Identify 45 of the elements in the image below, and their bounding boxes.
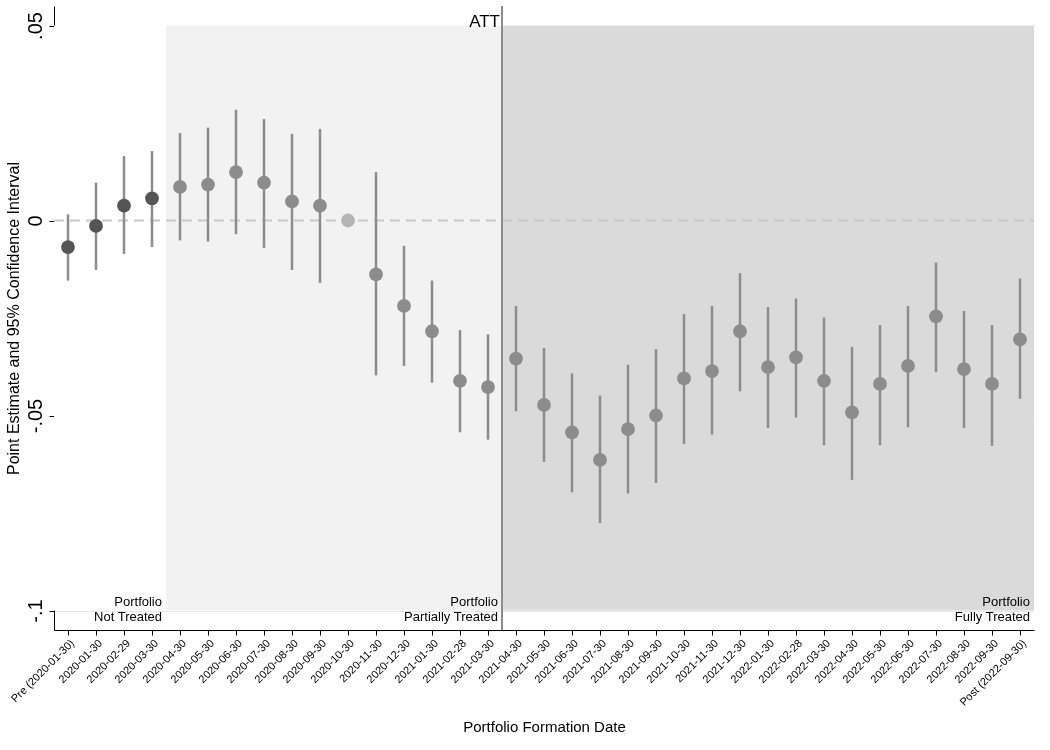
point xyxy=(173,180,187,194)
point xyxy=(565,425,579,440)
point xyxy=(369,267,383,282)
point xyxy=(733,324,747,339)
point xyxy=(901,359,915,373)
point xyxy=(677,371,691,386)
y-tick-label: 0 xyxy=(23,215,46,227)
band-label: Portfolio Fully Treated xyxy=(954,593,1030,624)
point xyxy=(453,373,467,388)
point xyxy=(481,380,495,394)
point xyxy=(985,377,999,391)
band-label: Portfolio Partially Treated xyxy=(404,593,498,624)
point xyxy=(705,364,719,378)
point xyxy=(89,219,103,233)
y-tick-label: -.1 xyxy=(23,599,46,623)
point xyxy=(397,299,411,313)
point xyxy=(873,377,887,391)
ref-line-label: ATT xyxy=(469,12,500,31)
point xyxy=(761,360,775,375)
point xyxy=(929,309,943,324)
point xyxy=(61,240,75,254)
point xyxy=(229,165,243,180)
y-axis-title: Point Estimate and 95% Confidence Interval xyxy=(4,161,22,476)
point xyxy=(1013,332,1027,347)
point xyxy=(817,373,831,388)
x-axis-title: Portfolio Formation Date xyxy=(463,717,626,735)
point xyxy=(593,453,607,467)
band-label: Portfolio Not Treated xyxy=(94,593,162,624)
point xyxy=(845,405,859,420)
point xyxy=(957,362,971,376)
point xyxy=(285,194,299,209)
point xyxy=(425,324,439,339)
point xyxy=(257,175,271,190)
point xyxy=(313,198,327,213)
point xyxy=(201,177,215,192)
y-tick-label: .05 xyxy=(23,12,46,40)
point xyxy=(621,422,635,437)
point xyxy=(789,350,803,365)
y-tick-label: -.05 xyxy=(23,398,46,434)
point xyxy=(117,198,131,213)
point xyxy=(509,351,523,366)
point xyxy=(341,213,355,228)
point xyxy=(649,408,663,423)
point xyxy=(145,191,159,206)
point xyxy=(537,398,551,412)
